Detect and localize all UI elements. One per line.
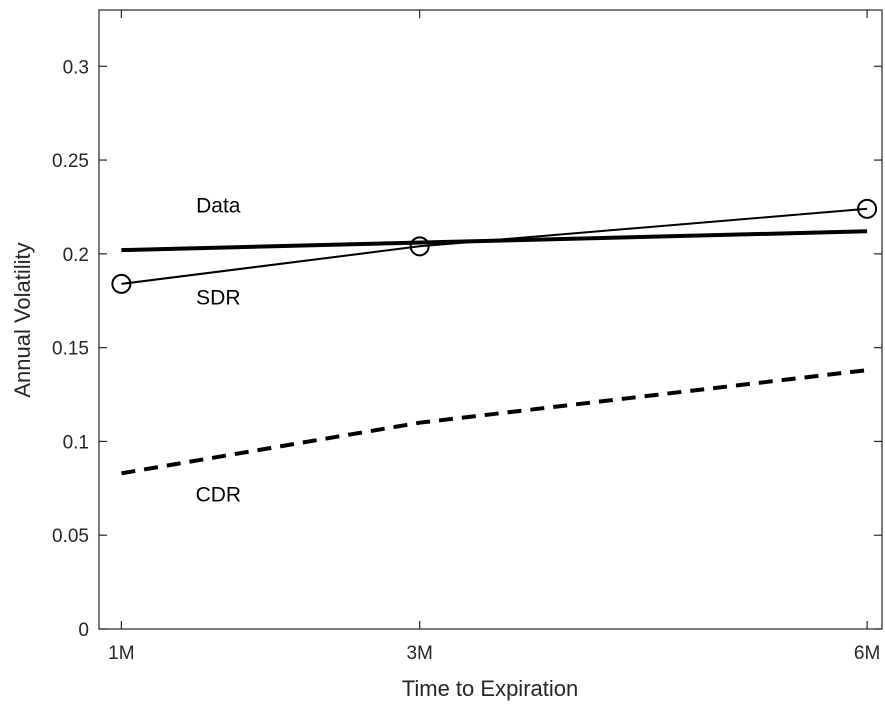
series-point-sdr — [409, 236, 430, 257]
x-tick-label: 3M — [406, 643, 432, 664]
x-axis-label: Time to Expiration — [402, 676, 578, 701]
y-axis-label: Annual Volatility — [10, 242, 35, 397]
series-point-sdr — [857, 198, 878, 219]
series-line-sdr — [121, 207, 868, 285]
series-label-cdr: CDR — [196, 483, 242, 506]
y-tick-label: 0.15 — [52, 339, 89, 360]
annotation-layer: Data SDR CDR — [196, 195, 242, 507]
axes-layer: 0 0.05 0.1 0.15 0.2 0.25 0.3 1M 3M 6M — [52, 9, 883, 664]
axes-box — [98, 9, 883, 630]
y-tick-label: 0.1 — [63, 432, 89, 453]
series-point-sdr — [111, 273, 132, 294]
y-tick-label: 0.05 — [52, 526, 89, 547]
series-label-data: Data — [196, 195, 241, 218]
x-tick-label: 1M — [108, 643, 134, 664]
y-tick-label: 0.2 — [63, 245, 89, 266]
y-tick-label: 0 — [78, 620, 89, 641]
series-line-cdr — [121, 368, 868, 476]
y-tick-label: 0.25 — [52, 151, 89, 172]
series-layer — [111, 198, 878, 476]
series-label-sdr: SDR — [196, 286, 240, 309]
x-tick-label: 6M — [854, 643, 880, 664]
y-tick-label: 0.3 — [63, 57, 89, 78]
